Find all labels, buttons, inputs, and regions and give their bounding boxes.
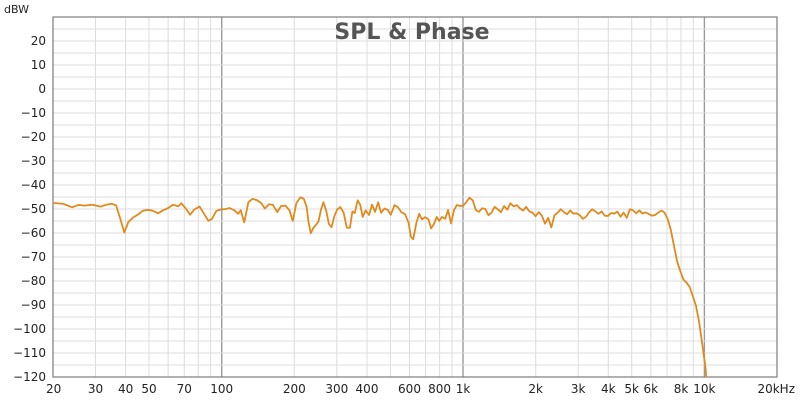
y-tick-label: −120: [13, 370, 46, 384]
x-tick-label: 10k: [693, 382, 715, 396]
spl-series-line: [53, 196, 708, 377]
x-tick-label: 200: [283, 382, 306, 396]
x-tick-label: 40: [118, 382, 133, 396]
y-tick-label: −90: [21, 298, 46, 312]
x-tick-label: 1k: [456, 382, 471, 396]
x-axis-ticks: 20 30 40 50 70 100 200 300 400 600 800 1k 2k 3k 4k 5k 6k…: [46, 382, 795, 396]
x-tick-label: 400: [356, 382, 379, 396]
x-tick-label: 30: [88, 382, 103, 396]
y-tick-label: −20: [21, 130, 46, 144]
x-tick-label: 4k: [601, 382, 616, 396]
y-tick-label: 20: [31, 34, 46, 48]
x-tick-label: 100: [210, 382, 233, 396]
x-tick-label: 3k: [571, 382, 586, 396]
y-tick-label: −100: [13, 322, 46, 336]
y-tick-label: −70: [21, 250, 46, 264]
y-tick-label: −110: [13, 346, 46, 360]
x-tick-label: 20kHz: [757, 382, 795, 396]
x-tick-label: 300: [325, 382, 348, 396]
grid: [52, 16, 778, 378]
y-tick-label: −30: [21, 154, 46, 168]
x-tick-label: 2k: [528, 382, 543, 396]
x-tick-label: 20: [46, 382, 61, 396]
series: [53, 196, 708, 377]
x-tick-label: 600: [398, 382, 421, 396]
y-tick-label: 0: [38, 82, 46, 96]
y-tick-label: 10: [31, 58, 46, 72]
y-tick-label: −40: [21, 178, 46, 192]
x-tick-label: 70: [177, 382, 192, 396]
y-tick-label: −80: [21, 274, 46, 288]
y-tick-label: −50: [21, 202, 46, 216]
plot-frame: [52, 16, 778, 378]
y-axis-label: dBW: [4, 3, 29, 16]
y-tick-label: −10: [21, 106, 46, 120]
x-tick-label: 5k: [624, 382, 639, 396]
x-tick-label: 800: [428, 382, 451, 396]
y-axis-ticks: 20 10 0 −10 −20 −30 −40 −50 −60 −70 −80 −90 −100 −110…: [13, 34, 46, 384]
x-tick-label: 50: [141, 382, 156, 396]
chart-title: SPL & Phase: [334, 20, 489, 45]
y-tick-label: −60: [21, 226, 46, 240]
x-tick-label: 6k: [644, 382, 659, 396]
x-tick-label: 8k: [674, 382, 689, 396]
